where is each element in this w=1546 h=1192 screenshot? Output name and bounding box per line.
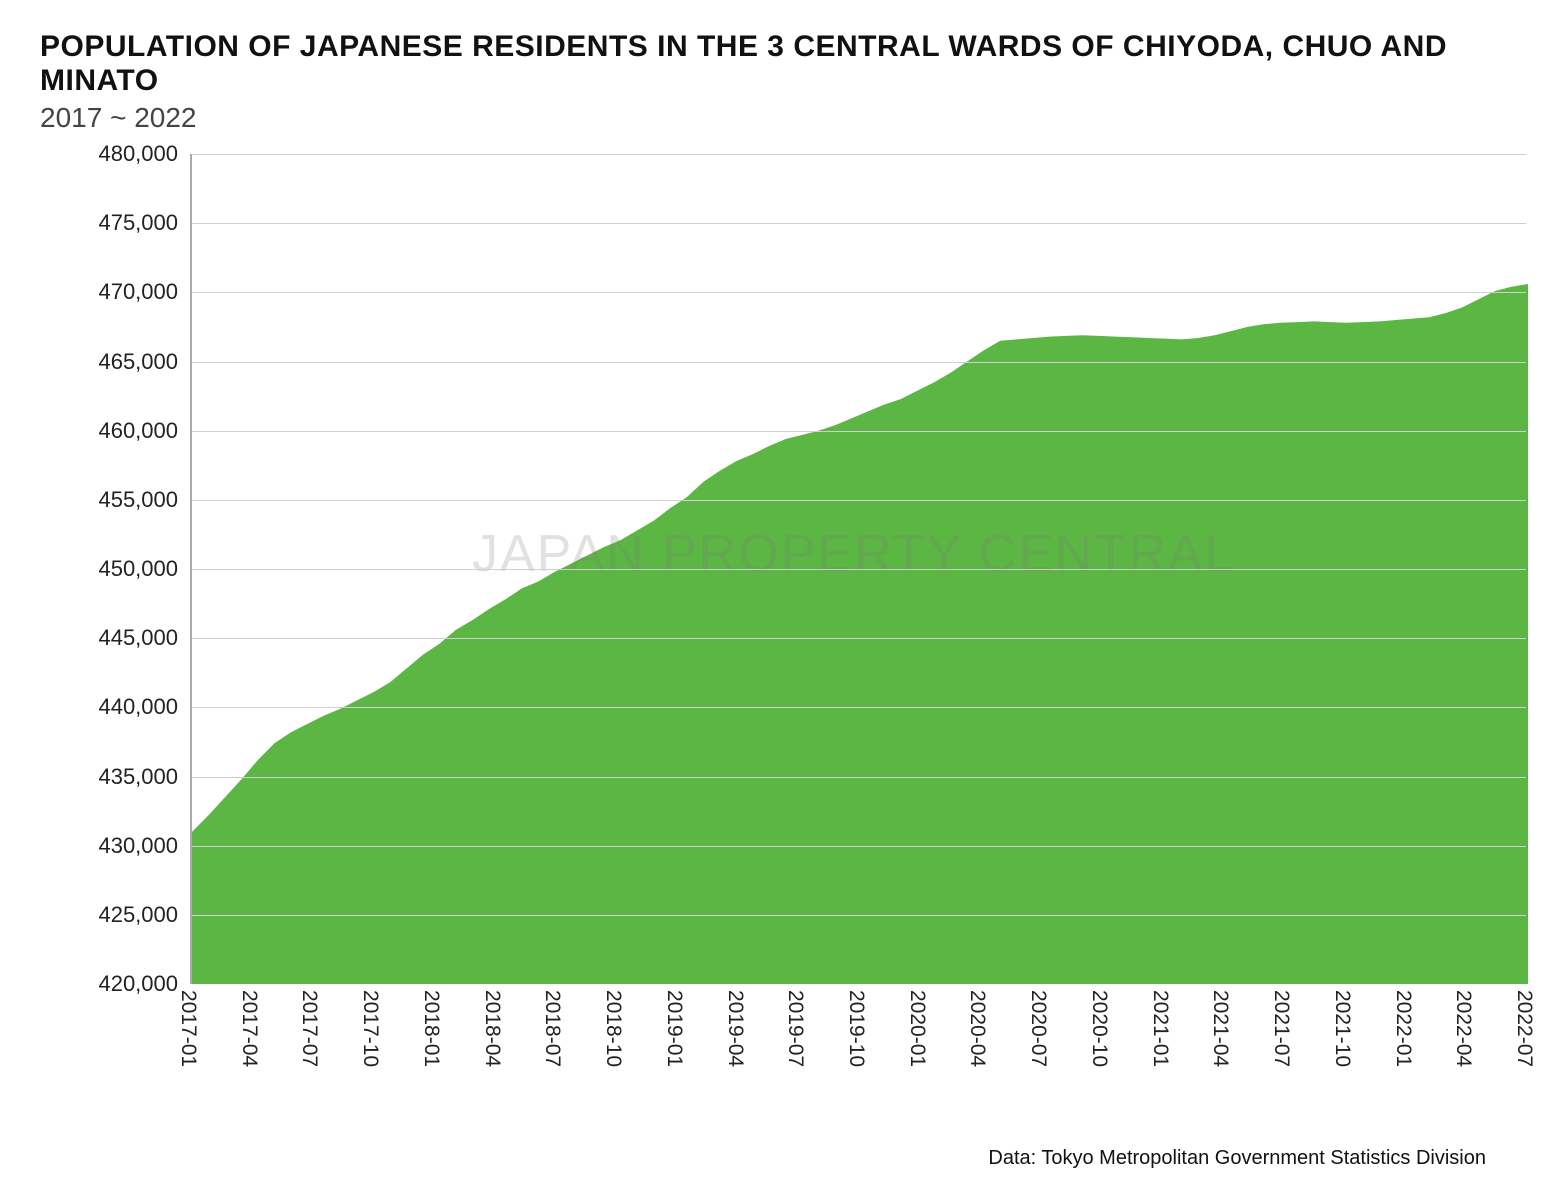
grid-line [192, 707, 1526, 708]
x-tick-label: 2017-07 [297, 990, 321, 1067]
x-tick-label: 2018-01 [419, 990, 443, 1067]
y-tick-label: 475,000 [98, 210, 178, 236]
x-tick-label: 2019-07 [783, 990, 807, 1067]
y-tick-label: 465,000 [98, 349, 178, 375]
grid-line [192, 223, 1526, 224]
area-path [192, 284, 1528, 984]
y-tick-label: 480,000 [98, 141, 178, 167]
x-tick-label: 2021-01 [1148, 990, 1172, 1067]
grid-line [192, 362, 1526, 363]
x-axis: 2017-012017-042017-072017-102018-012018-… [190, 984, 1526, 1154]
grid-line [192, 569, 1526, 570]
x-tick-label: 2017-10 [358, 990, 382, 1067]
y-tick-label: 440,000 [98, 694, 178, 720]
x-tick-label: 2018-07 [540, 990, 564, 1067]
y-tick-label: 470,000 [98, 279, 178, 305]
x-tick-label: 2022-04 [1451, 990, 1475, 1067]
plot-region: JAPAN PROPERTY CENTRAL [190, 154, 1526, 984]
x-tick-label: 2020-10 [1087, 990, 1111, 1067]
x-tick-label: 2019-04 [723, 990, 747, 1067]
x-tick-label: 2018-10 [601, 990, 625, 1067]
x-tick-label: 2017-04 [237, 990, 261, 1067]
grid-line [192, 500, 1526, 501]
grid-line [192, 846, 1526, 847]
chart-container: POPULATION OF JAPANESE RESIDENTS IN THE … [0, 0, 1546, 1192]
y-tick-label: 450,000 [98, 556, 178, 582]
y-tick-label: 420,000 [98, 971, 178, 997]
x-tick-label: 2020-01 [905, 990, 929, 1067]
y-tick-label: 435,000 [98, 764, 178, 790]
y-tick-label: 455,000 [98, 487, 178, 513]
x-tick-label: 2022-07 [1512, 990, 1536, 1067]
x-tick-label: 2021-07 [1269, 990, 1293, 1067]
y-tick-label: 460,000 [98, 418, 178, 444]
y-axis: 420,000425,000430,000435,000440,000445,0… [40, 154, 178, 984]
chart-title: POPULATION OF JAPANESE RESIDENTS IN THE … [40, 30, 1506, 98]
x-tick-label: 2019-01 [662, 990, 686, 1067]
x-tick-label: 2022-01 [1391, 990, 1415, 1067]
y-tick-label: 425,000 [98, 902, 178, 928]
grid-line [192, 292, 1526, 293]
grid-line [192, 431, 1526, 432]
x-tick-label: 2019-10 [844, 990, 868, 1067]
x-tick-label: 2021-04 [1208, 990, 1232, 1067]
chart-area: 420,000 425,000 430,000 435,000 440,000 445,0… [40, 154, 1526, 1154]
chart-subtitle: 2017 ~ 2022 [40, 102, 1506, 134]
grid-line [192, 777, 1526, 778]
x-tick-label: 2020-07 [1026, 990, 1050, 1067]
grid-line [192, 638, 1526, 639]
data-credit: Data: Tokyo Metropolitan Government Stat… [988, 1147, 1486, 1170]
grid-line [192, 154, 1526, 155]
y-tick-label: 445,000 [98, 625, 178, 651]
y-tick-label: 430,000 [98, 833, 178, 859]
x-tick-label: 2017-01 [176, 990, 200, 1067]
x-tick-label: 2020-04 [965, 990, 989, 1067]
x-tick-label: 2021-10 [1330, 990, 1354, 1067]
grid-line [192, 915, 1526, 916]
x-tick-label: 2018-04 [480, 990, 504, 1067]
